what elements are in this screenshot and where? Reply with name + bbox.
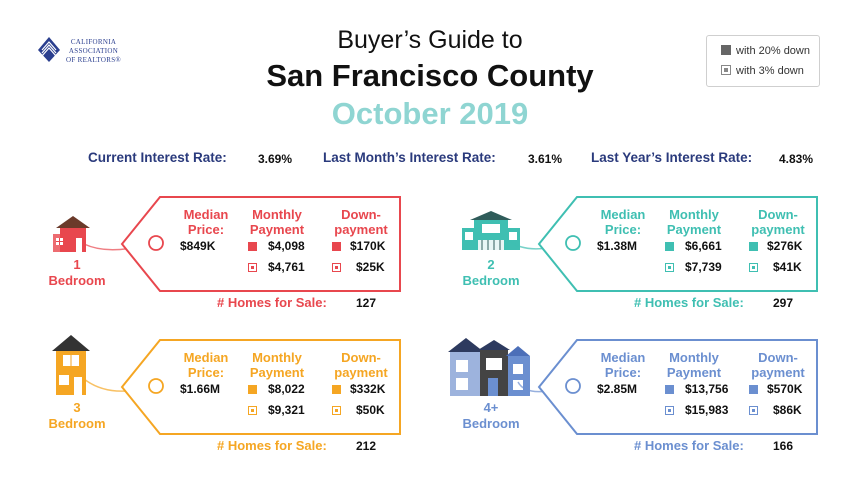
tag-outline	[120, 339, 401, 435]
solid-square-icon	[332, 242, 341, 251]
monthly-20-value: $6,661	[685, 239, 722, 253]
monthly-20-value: $4,098	[268, 239, 305, 253]
monthly-payment-header: Monthly Payment	[249, 207, 305, 237]
median-price-header: Median Price:	[600, 350, 646, 380]
down-3-value: $50K	[356, 403, 385, 417]
down-20-value: $332K	[350, 382, 386, 396]
house-icon	[50, 333, 92, 402]
homes-for-sale-value: 297	[773, 296, 794, 310]
solid-square-icon	[248, 242, 257, 251]
house-icon	[446, 336, 534, 403]
price-tag-card: Median Price: Monthly Payment Down- paym…	[537, 196, 818, 292]
solid-square-icon	[749, 242, 758, 251]
homes-for-sale-label: # Homes for Sale:	[217, 438, 327, 453]
legend-item-20-down: with 20% down	[721, 45, 810, 57]
title-line-1: Buyer’s Guide to	[337, 26, 523, 54]
homes-for-sale-value: 166	[773, 439, 794, 453]
last-year-rate-label: Last Year’s Interest Rate:	[591, 150, 753, 165]
median-price-header: Median Price:	[600, 207, 646, 237]
logo-line-1: CALIFORNIA	[70, 38, 117, 46]
title-county: San Francisco County	[266, 58, 594, 93]
median-price-value: $1.38M	[597, 239, 638, 253]
outlined-square-icon	[332, 263, 341, 272]
legend-item-3-down: with 3% down	[721, 65, 804, 77]
monthly-20-value: $8,022	[268, 382, 305, 396]
down-20-value: $570K	[767, 382, 803, 396]
homes-for-sale-label: # Homes for Sale:	[634, 295, 744, 310]
down-3-value: $25K	[356, 260, 385, 274]
monthly-payment-header: Monthly Payment	[666, 207, 722, 237]
current-rate-label: Current Interest Rate:	[88, 150, 227, 165]
downpayment-header: Down- payment	[751, 350, 805, 380]
outlined-square-icon	[248, 406, 257, 415]
homes-for-sale-value: 127	[356, 296, 377, 310]
price-tag-card: Median Price: Monthly Payment Down- paym…	[120, 196, 401, 292]
price-tag-card: Median Price: Monthly Payment Down- paym…	[537, 339, 818, 435]
outlined-square-icon	[749, 263, 758, 272]
tag-outline	[120, 196, 401, 292]
solid-square-icon	[332, 385, 341, 394]
monthly-3-value: $9,321	[268, 403, 305, 417]
car-logo: CALIFORNIA ASSOCIATION OF REALTORS®	[36, 34, 136, 74]
car-logo-mark-icon	[38, 37, 60, 62]
house-icon	[50, 214, 96, 259]
current-rate-value: 3.69%	[258, 152, 293, 166]
tag-outline	[537, 196, 818, 292]
logo-line-2: ASSOCIATION	[68, 47, 119, 55]
homes-for-sale-value: 212	[356, 439, 377, 453]
tag-outline	[537, 339, 818, 435]
median-price-header: Median Price:	[183, 350, 229, 380]
down-3-value: $86K	[773, 403, 802, 417]
down-20-value: $170K	[350, 239, 386, 253]
bedroom-label: 2 Bedroom	[462, 257, 520, 288]
bedroom-label: 3 Bedroom	[48, 400, 106, 431]
homes-for-sale-label: # Homes for Sale:	[634, 438, 744, 453]
monthly-3-value: $7,739	[685, 260, 722, 274]
last-month-rate-label: Last Month’s Interest Rate:	[323, 150, 496, 165]
bedroom-label: 4+ Bedroom	[462, 400, 520, 431]
title-month: October 2019	[331, 96, 529, 131]
monthly-20-value: $13,756	[685, 382, 729, 396]
median-price-value: $2.85M	[597, 382, 638, 396]
downpayment-header: Down- payment	[334, 350, 388, 380]
solid-square-icon	[749, 385, 758, 394]
logo-line-3: OF REALTORS®	[66, 56, 122, 64]
outlined-square-icon	[248, 263, 257, 272]
solid-square-icon	[665, 242, 674, 251]
downpayment-header: Down- payment	[751, 207, 805, 237]
solid-square-icon	[248, 385, 257, 394]
downpayment-header: Down- payment	[334, 207, 388, 237]
solid-square-icon	[665, 385, 674, 394]
bedroom-label: 1 Bedroom	[48, 257, 106, 288]
median-price-value: $849K	[180, 239, 216, 253]
outlined-square-icon	[332, 406, 341, 415]
down-3-value: $41K	[773, 260, 802, 274]
monthly-payment-header: Monthly Payment	[666, 350, 722, 380]
last-month-rate-value: 3.61%	[528, 152, 563, 166]
solid-square-icon	[721, 45, 731, 55]
down-20-value: $276K	[767, 239, 803, 253]
last-year-rate-value: 4.83%	[779, 152, 814, 166]
outlined-square-icon	[665, 406, 674, 415]
outlined-square-icon	[665, 263, 674, 272]
monthly-3-value: $15,983	[685, 403, 729, 417]
monthly-3-value: $4,761	[268, 260, 305, 274]
legend: with 20% down with 3% down	[706, 35, 820, 87]
outlined-square-icon	[721, 65, 731, 75]
homes-for-sale-label: # Homes for Sale:	[217, 295, 327, 310]
median-price-value: $1.66M	[180, 382, 221, 396]
price-tag-card: Median Price: Monthly Payment Down- paym…	[120, 339, 401, 435]
outlined-square-icon	[749, 406, 758, 415]
median-price-header: Median Price:	[183, 207, 229, 237]
monthly-payment-header: Monthly Payment	[249, 350, 305, 380]
